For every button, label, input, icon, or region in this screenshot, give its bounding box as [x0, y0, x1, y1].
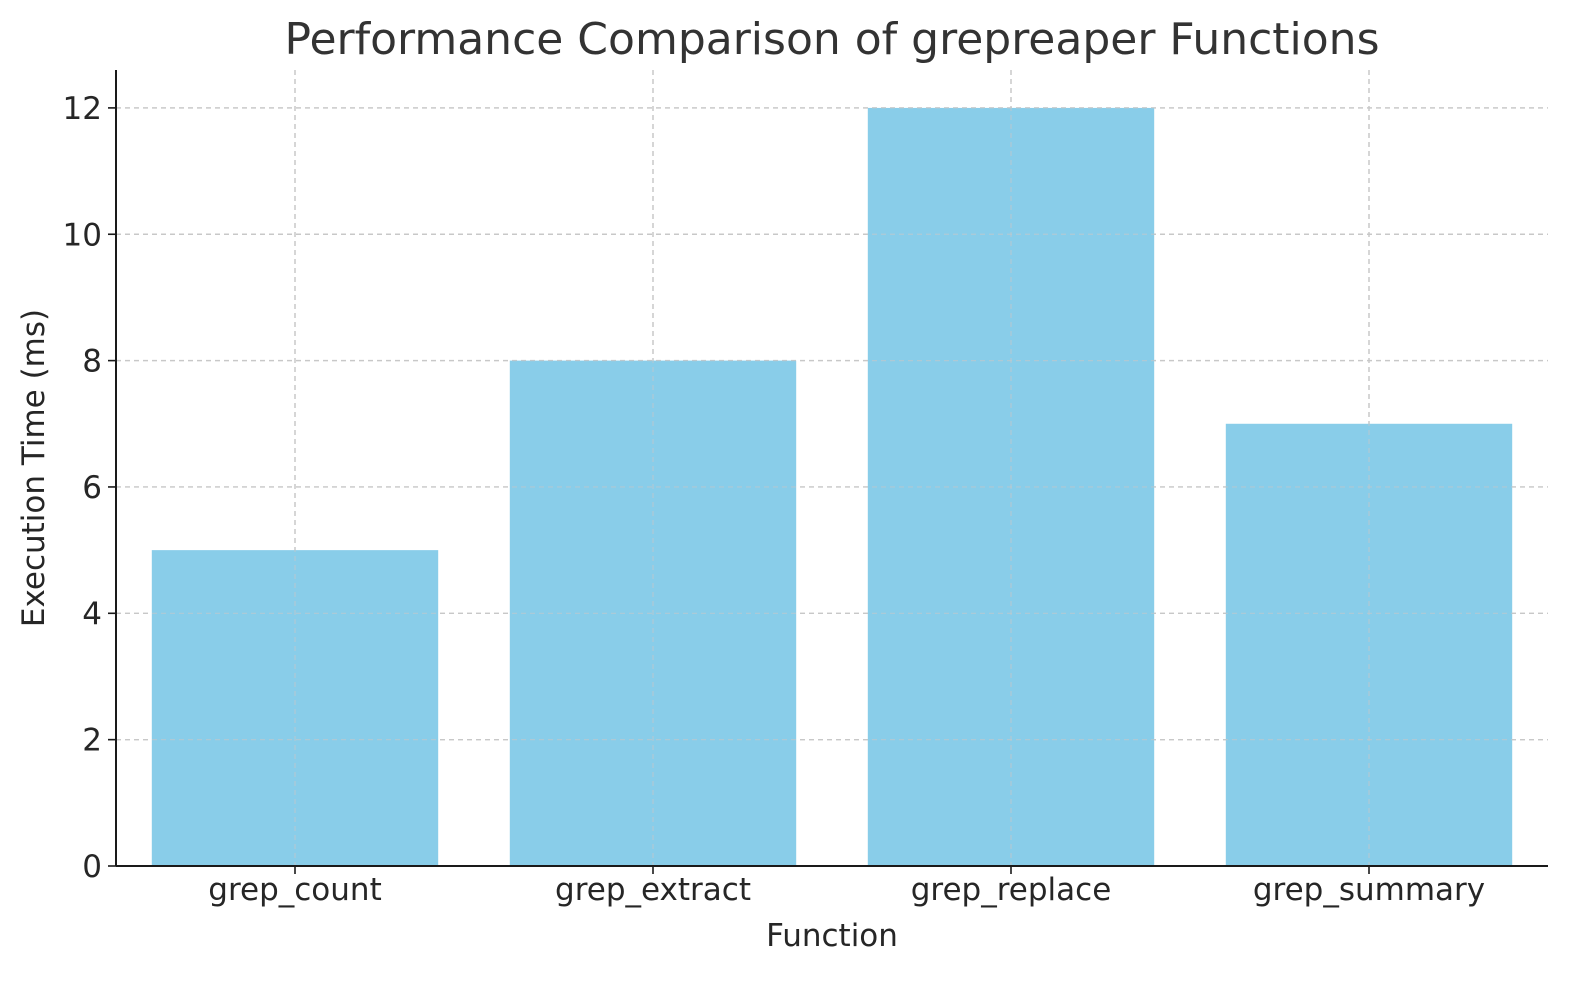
y-tick-label: 8 — [82, 344, 102, 380]
chart-title: Performance Comparison of grepreaper Fun… — [285, 14, 1380, 65]
y-tick-label: 0 — [82, 849, 102, 885]
x-tick-label: grep_replace — [911, 872, 1112, 908]
y-tick-label: 4 — [82, 596, 102, 632]
x-axis-label: Function — [766, 918, 898, 954]
y-tick-label: 10 — [63, 217, 102, 253]
x-tick-label: grep_count — [208, 872, 381, 908]
y-tick-label: 2 — [82, 723, 102, 759]
bars — [116, 70, 1548, 866]
grid-overlay — [116, 70, 1548, 866]
y-tick-label: 6 — [82, 470, 102, 506]
x-tick-label: grep_extract — [555, 872, 751, 908]
x-tick-label: grep_summary — [1253, 872, 1485, 908]
y-axis-label: Execution Time (ms) — [16, 309, 52, 627]
axes — [108, 70, 1548, 874]
tick-labels: 0 2 4 6 8 10 12 grep_count grep_extract grep_repl… — [63, 91, 1486, 908]
y-tick-label: 12 — [63, 91, 102, 127]
